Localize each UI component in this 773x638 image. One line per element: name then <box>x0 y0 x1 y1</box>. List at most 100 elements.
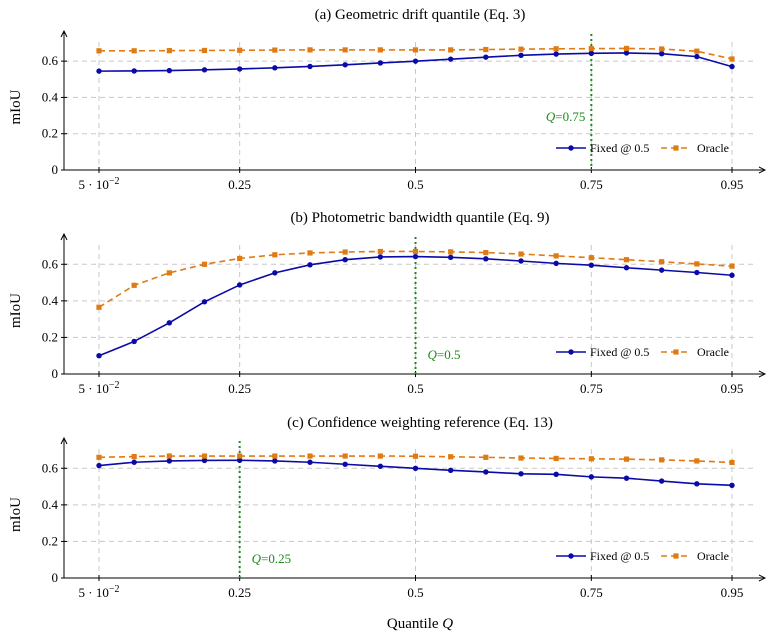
data-point <box>236 66 243 72</box>
data-point <box>447 56 454 62</box>
data-point <box>623 456 630 462</box>
data-point <box>166 67 173 74</box>
data-point <box>131 68 137 74</box>
y-axis-arrow <box>60 232 68 241</box>
y-axis-label: mIoU <box>8 497 24 532</box>
y-tick-label: 0.6 <box>42 256 59 271</box>
figure-x-axis-label: Quantile Q <box>387 616 453 632</box>
x-tick-label: 0.25 <box>228 177 251 192</box>
data-point <box>201 457 208 464</box>
x-tick-label: 0.5 <box>407 177 423 192</box>
data-point <box>694 458 700 464</box>
data-point <box>518 52 524 59</box>
data-point <box>307 453 313 459</box>
data-point <box>447 254 454 261</box>
legend: Fixed @ 0.5 Oracle <box>556 549 729 563</box>
quantile-marker-label: Q=0.75 <box>546 109 585 124</box>
chart-panel-2: (b) Photometric bandwidth quantile (Eq. … <box>8 210 767 396</box>
data-point <box>412 465 419 471</box>
data-point <box>342 62 348 68</box>
data-point <box>342 47 348 53</box>
x-tick-label: 5 · 10−2 <box>79 584 120 600</box>
data-point <box>623 475 630 481</box>
legend-label: Fixed @ 0.5 <box>590 141 649 155</box>
data-point <box>96 304 102 310</box>
y-tick-label: 0.6 <box>42 460 59 475</box>
data-point <box>201 299 208 305</box>
x-tick-label: 0.25 <box>228 585 251 600</box>
series-line-fixed <box>98 459 733 487</box>
chart-title: (c) Confidence weighting reference (Eq. … <box>287 415 553 431</box>
quantile-marker-label: Q=0.25 <box>252 551 291 566</box>
data-point <box>518 46 524 52</box>
data-point <box>694 261 700 267</box>
data-point <box>447 467 454 473</box>
data-point <box>377 60 384 66</box>
legend-label: Fixed @ 0.5 <box>590 549 649 563</box>
data-point <box>483 454 489 460</box>
data-point <box>448 47 454 53</box>
data-point <box>272 458 278 464</box>
data-point <box>131 282 137 288</box>
data-point <box>131 338 137 345</box>
data-point <box>553 253 559 259</box>
data-point <box>588 456 594 462</box>
data-point <box>694 269 700 276</box>
data-point <box>729 63 735 70</box>
data-point <box>658 267 665 273</box>
data-point <box>448 249 454 255</box>
data-point <box>659 46 665 52</box>
data-point <box>166 453 172 459</box>
data-point <box>201 67 208 73</box>
data-point <box>694 53 700 60</box>
data-point <box>307 63 313 70</box>
legend: Fixed @ 0.5 Oracle <box>556 141 729 155</box>
legend-swatch-marker <box>568 145 574 151</box>
data-point <box>272 47 278 53</box>
x-tick-label: 0.75 <box>580 585 603 600</box>
data-point <box>201 47 208 54</box>
data-point <box>658 478 665 484</box>
data-point <box>307 262 313 268</box>
data-point <box>553 471 559 478</box>
data-point <box>272 270 278 276</box>
data-point <box>307 47 313 53</box>
data-point <box>96 68 102 74</box>
legend-label: Oracle <box>697 345 729 359</box>
data-point <box>729 272 735 278</box>
chart-title: (b) Photometric bandwidth quantile (Eq. … <box>290 210 549 226</box>
data-point <box>272 453 278 459</box>
data-point <box>623 257 630 263</box>
data-point <box>623 50 630 56</box>
y-tick-label: 0 <box>52 570 59 585</box>
data-point <box>166 270 172 276</box>
data-point <box>237 453 243 459</box>
data-point <box>483 46 489 53</box>
y-axis-label: mIoU <box>8 89 24 124</box>
data-point <box>588 255 594 261</box>
data-point <box>553 46 559 52</box>
data-point <box>166 320 173 326</box>
data-point <box>96 462 102 469</box>
data-point <box>412 253 419 260</box>
data-point <box>166 458 173 464</box>
data-point <box>96 48 102 54</box>
x-tick-label: 0.75 <box>580 177 603 192</box>
y-axis-label: mIoU <box>8 293 24 328</box>
legend-swatch-marker <box>568 349 574 355</box>
data-point <box>342 453 348 459</box>
data-point <box>483 256 489 262</box>
chart-title: (a) Geometric drift quantile (Eq. 3) <box>315 7 526 23</box>
data-point <box>483 249 489 256</box>
data-point <box>729 263 735 269</box>
y-axis-arrow <box>60 436 68 445</box>
data-point <box>623 265 630 271</box>
x-tick-label: 0.95 <box>721 585 744 600</box>
data-point <box>729 459 735 466</box>
data-point <box>201 453 208 459</box>
data-point <box>518 251 524 257</box>
y-tick-label: 0 <box>52 162 59 177</box>
data-point <box>237 255 243 262</box>
x-axis-arrow <box>758 574 767 582</box>
y-tick-label: 0.2 <box>42 126 58 141</box>
